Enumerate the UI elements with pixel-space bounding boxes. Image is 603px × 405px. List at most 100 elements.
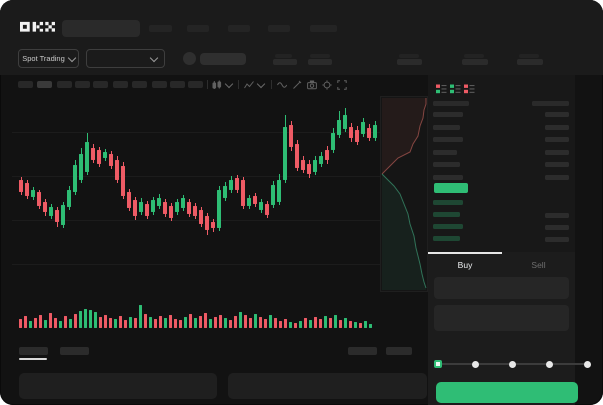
candle	[211, 222, 215, 228]
nav-item-1[interactable]	[149, 25, 172, 32]
bid-row-price	[433, 236, 460, 241]
chevron-down-icon	[149, 53, 159, 62]
chart-gridline	[12, 176, 418, 177]
slider-stop-25[interactable]	[471, 360, 479, 368]
bottom-action-1[interactable]	[348, 347, 377, 355]
indicators-icon[interactable]	[244, 79, 268, 90]
candlestick-chart[interactable]	[12, 94, 418, 292]
search-input[interactable]	[62, 20, 140, 37]
orderbook-bids-icon[interactable]	[450, 81, 461, 94]
trade-section: Buy Sell	[428, 252, 575, 405]
volume-bar	[219, 315, 222, 328]
volume-bar	[139, 305, 142, 328]
ask-row-total	[545, 162, 569, 167]
toolbar-divider	[207, 80, 208, 89]
volume-bar	[274, 318, 277, 328]
bottom-panel-2[interactable]	[228, 373, 427, 399]
nav-item-5[interactable]	[310, 25, 337, 32]
slider-stop-75[interactable]	[546, 360, 554, 368]
ask-row-price	[433, 137, 463, 142]
bottom-panel-1[interactable]	[19, 373, 217, 399]
candle	[25, 183, 29, 196]
candle	[223, 186, 227, 198]
toolbar-divider	[238, 80, 239, 89]
timeframe-button-10[interactable]	[188, 81, 203, 88]
tab-buy[interactable]: Buy	[457, 260, 473, 270]
volume-bar	[169, 315, 172, 328]
slider-stop-100[interactable]	[583, 360, 591, 368]
slider-handle[interactable]	[434, 360, 442, 368]
candle	[271, 185, 275, 205]
spot-trading-selector[interactable]: Spot Trading	[18, 49, 79, 68]
last-price-bar[interactable]	[434, 183, 468, 193]
candle	[337, 120, 341, 135]
timeframe-button-1[interactable]	[18, 81, 33, 88]
candle-type-icon[interactable]	[212, 79, 236, 90]
volume-bar	[119, 316, 122, 328]
timeframe-button-6[interactable]	[113, 81, 128, 88]
stat-value-3	[397, 59, 422, 65]
candle	[229, 180, 233, 190]
fullscreen-icon[interactable]	[337, 80, 348, 90]
orderbook-both-icon[interactable]	[436, 81, 447, 94]
candle	[67, 190, 71, 207]
orderbook-header-total	[532, 101, 569, 106]
volume-bar	[264, 319, 267, 328]
volume-bar	[69, 319, 72, 328]
total-input[interactable]	[434, 305, 569, 331]
volume-bar	[29, 321, 32, 328]
timeframe-button-3[interactable]	[57, 81, 72, 88]
tab-sell[interactable]: Sell	[531, 260, 546, 270]
volume-bar	[49, 313, 52, 328]
bottom-tab-2[interactable]	[60, 347, 89, 355]
okx-logo[interactable]	[20, 21, 55, 33]
chart-gridline	[12, 220, 418, 221]
nav-item-2[interactable]	[187, 25, 209, 32]
bottom-action-2[interactable]	[386, 347, 412, 355]
nav-item-4[interactable]	[268, 25, 290, 32]
draw-icon[interactable]	[292, 80, 303, 90]
candle	[361, 122, 365, 134]
volume-bar	[89, 310, 92, 328]
volume-bar	[304, 318, 307, 328]
candle	[79, 154, 83, 180]
candle	[19, 180, 23, 192]
timeframe-button-2[interactable]	[37, 81, 52, 88]
bottom-tab-1[interactable]	[19, 347, 48, 355]
timeframe-button-9[interactable]	[170, 81, 185, 88]
buy-button[interactable]	[436, 382, 578, 403]
camera-icon[interactable]	[307, 80, 318, 90]
volume-bar	[174, 319, 177, 328]
timeframe-button-8[interactable]	[152, 81, 167, 88]
candle	[193, 206, 197, 216]
timeframe-button-4[interactable]	[75, 81, 90, 88]
active-tab-indicator	[428, 252, 502, 254]
line-style-icon[interactable]	[277, 80, 288, 90]
volume-bar	[334, 315, 337, 328]
stat-value-4	[462, 59, 488, 65]
candle	[181, 198, 185, 208]
timeframe-button-7[interactable]	[132, 81, 147, 88]
nav-item-3[interactable]	[228, 25, 250, 32]
volume-bar	[249, 318, 252, 328]
pair-dropdown[interactable]	[86, 49, 165, 68]
amount-input[interactable]	[434, 277, 569, 299]
candle	[163, 202, 167, 214]
volume-bar	[279, 321, 282, 328]
settings-icon[interactable]	[322, 80, 333, 90]
orderbook-asks-icon[interactable]	[464, 81, 475, 94]
candle	[43, 202, 47, 212]
depth-chart	[380, 96, 428, 292]
toolbar-divider	[271, 80, 272, 89]
candle	[331, 133, 335, 150]
candle	[103, 152, 107, 158]
volume-bar	[154, 319, 157, 328]
slider-stop-50[interactable]	[509, 360, 516, 368]
timeframe-button-5[interactable]	[93, 81, 108, 88]
volume-bar	[369, 324, 372, 328]
volume-bar	[324, 316, 327, 328]
stat-value-5	[517, 59, 543, 65]
volume-bar	[74, 314, 77, 328]
volume-bar	[294, 323, 297, 328]
coin-icon	[183, 52, 196, 65]
